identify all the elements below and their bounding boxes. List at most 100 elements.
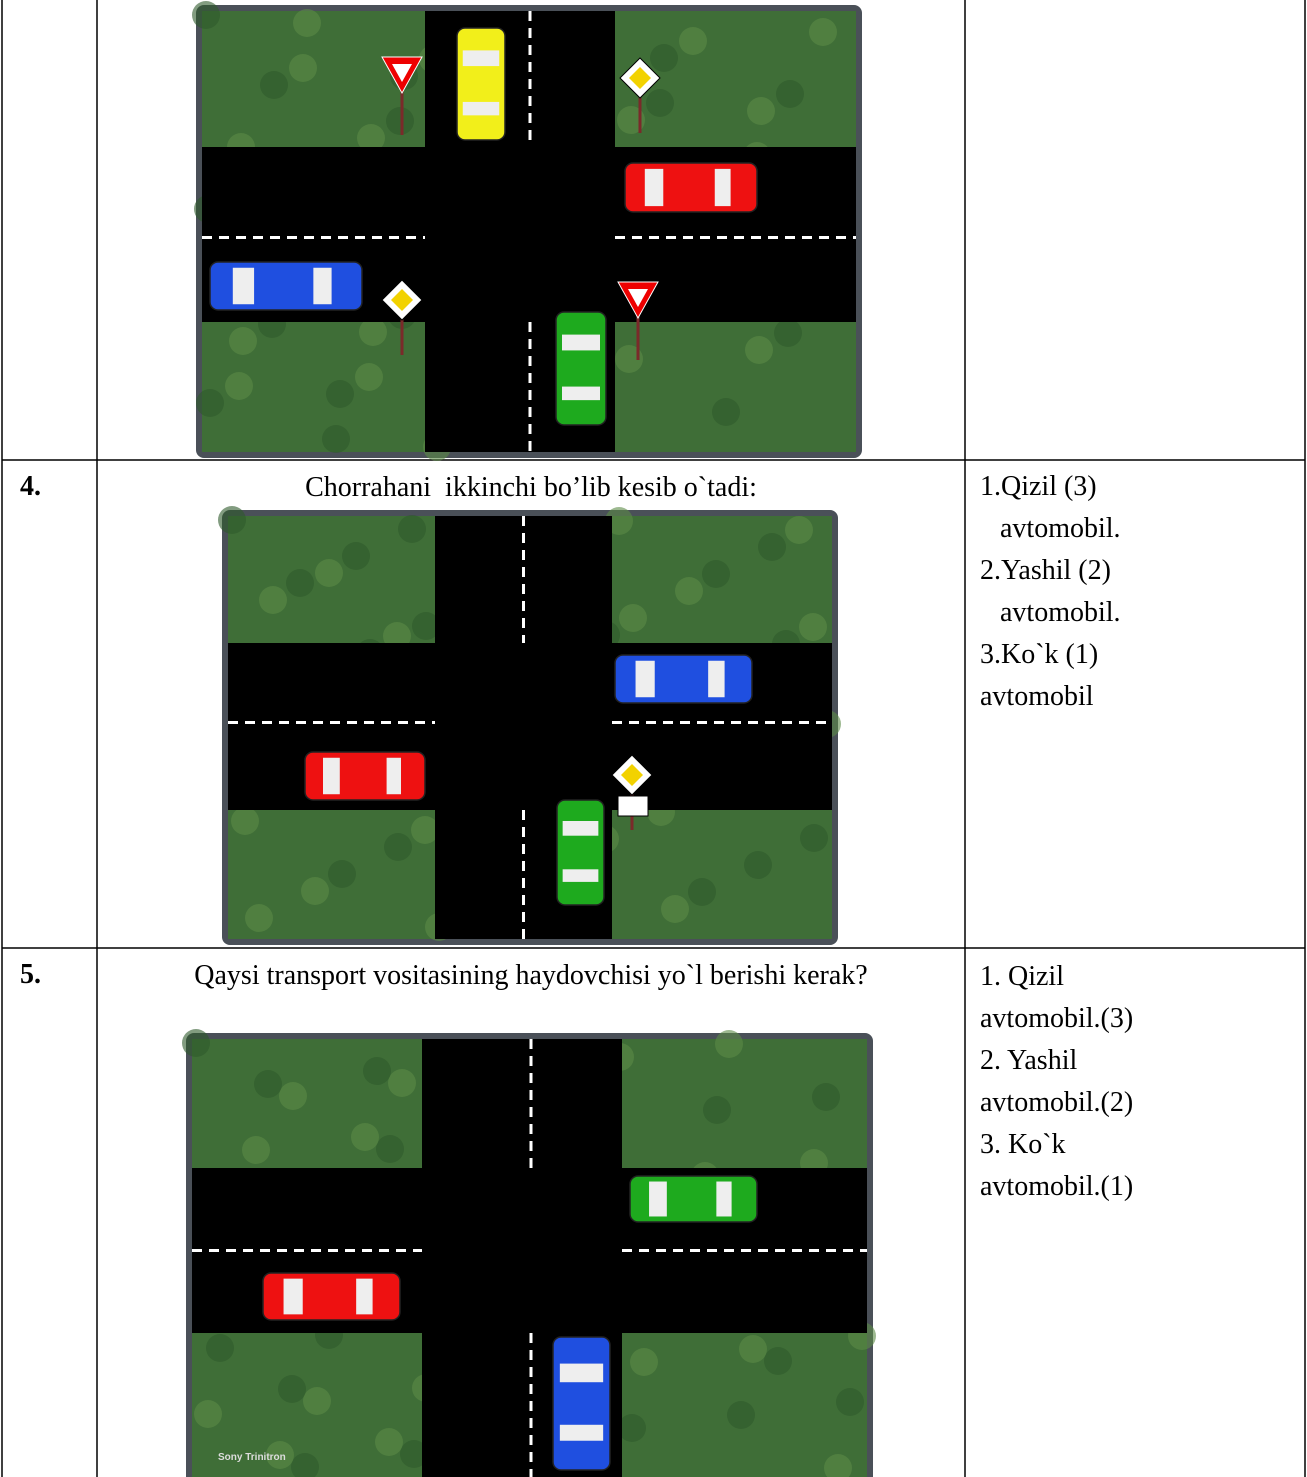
car-window [559, 1363, 604, 1383]
car-window [644, 168, 664, 207]
foliage [688, 878, 716, 906]
answer-line: 3.Ko`k (1) [980, 639, 1099, 670]
car-window [313, 267, 332, 305]
car-window [562, 386, 600, 401]
foliage [328, 860, 356, 888]
intersection-image [192, 1, 862, 461]
foliage [196, 389, 224, 417]
answer-line: 2. Yashil [980, 1045, 1078, 1076]
priority-sign [621, 764, 643, 786]
foliage [646, 89, 674, 117]
answers: 1. Qizil avtomobil.(3) 2. Yashil avtomobil.… [980, 956, 1133, 1208]
foliage [301, 877, 329, 905]
car-window [714, 168, 731, 207]
foliage [355, 363, 383, 391]
foliage [388, 1069, 416, 1097]
foliage [799, 613, 827, 641]
foliage [747, 97, 775, 125]
car-window [562, 334, 600, 351]
foliage [703, 1096, 731, 1124]
foliage [386, 107, 414, 135]
car-window [283, 1278, 303, 1315]
car-window [462, 50, 500, 67]
foliage [712, 398, 740, 426]
car [456, 27, 506, 141]
foliage [675, 577, 703, 605]
foliage [225, 372, 253, 400]
car-window [323, 757, 340, 795]
foliage [182, 1029, 210, 1057]
foliage [702, 560, 730, 588]
car-window [386, 757, 401, 795]
foliage [679, 27, 707, 55]
answer-line: 3. Ko`k [980, 1129, 1066, 1160]
foliage [315, 559, 343, 587]
car-window [562, 821, 599, 836]
foliage [661, 895, 689, 923]
car-window [559, 1424, 604, 1441]
priority-sign [391, 289, 413, 311]
car [555, 311, 607, 426]
foliage [650, 44, 678, 72]
foliage [809, 18, 837, 46]
foliage [266, 1441, 294, 1469]
foliage [342, 542, 370, 570]
answer-line: avtomobil. [1000, 513, 1121, 544]
foliage [774, 319, 802, 347]
foliage [286, 569, 314, 597]
car-window [649, 1181, 667, 1217]
answer-line: avtomobil [980, 681, 1094, 712]
row-number: 5. [20, 959, 41, 990]
foliage [194, 1400, 222, 1428]
foliage [363, 1057, 391, 1085]
foliage [411, 816, 439, 844]
foliage [291, 1453, 319, 1477]
foliage [619, 604, 647, 632]
foliage [758, 533, 786, 561]
foliage [376, 1135, 404, 1163]
foliage [617, 106, 645, 134]
foliage [618, 1414, 646, 1442]
car-window [462, 101, 500, 116]
foliage [398, 515, 426, 543]
answer-line: avtomobil.(2) [980, 1087, 1134, 1118]
car-window [708, 660, 725, 698]
foliage [384, 833, 412, 861]
foliage [260, 71, 288, 99]
answer-line: avtomobil. [1000, 597, 1121, 628]
question: Qaysi transport vositasining haydovchisi… [194, 960, 868, 991]
foliage [322, 425, 350, 453]
answer-line: 1. Qizil [980, 961, 1064, 992]
foliage [776, 80, 804, 108]
car-window [356, 1278, 373, 1315]
foliage [744, 851, 772, 879]
foliage [326, 380, 354, 408]
answer-line: 2.Yashil (2) [980, 555, 1111, 586]
foliage [357, 124, 385, 152]
foliage [293, 9, 321, 37]
foliage [192, 1, 220, 29]
foliage [375, 1428, 403, 1456]
car-window [716, 1181, 732, 1217]
yield-sign [392, 64, 412, 82]
foliage [229, 327, 257, 355]
foliage [359, 318, 387, 346]
question: Chorrahani ikkinchi bo’lib kesib o`tadi: [305, 472, 757, 503]
car [556, 799, 605, 906]
foliage [254, 1070, 282, 1098]
image-caption: Sony Trinitron [218, 1452, 286, 1463]
sign-plate [617, 795, 649, 817]
priority-sign [629, 67, 651, 89]
row-number: 4. [20, 471, 41, 502]
foliage [279, 1082, 307, 1110]
foliage [218, 506, 246, 534]
car [552, 1336, 611, 1471]
foliage [245, 904, 273, 932]
foliage [242, 1136, 270, 1164]
foliage [289, 54, 317, 82]
foliage [412, 612, 440, 640]
foliage [800, 824, 828, 852]
